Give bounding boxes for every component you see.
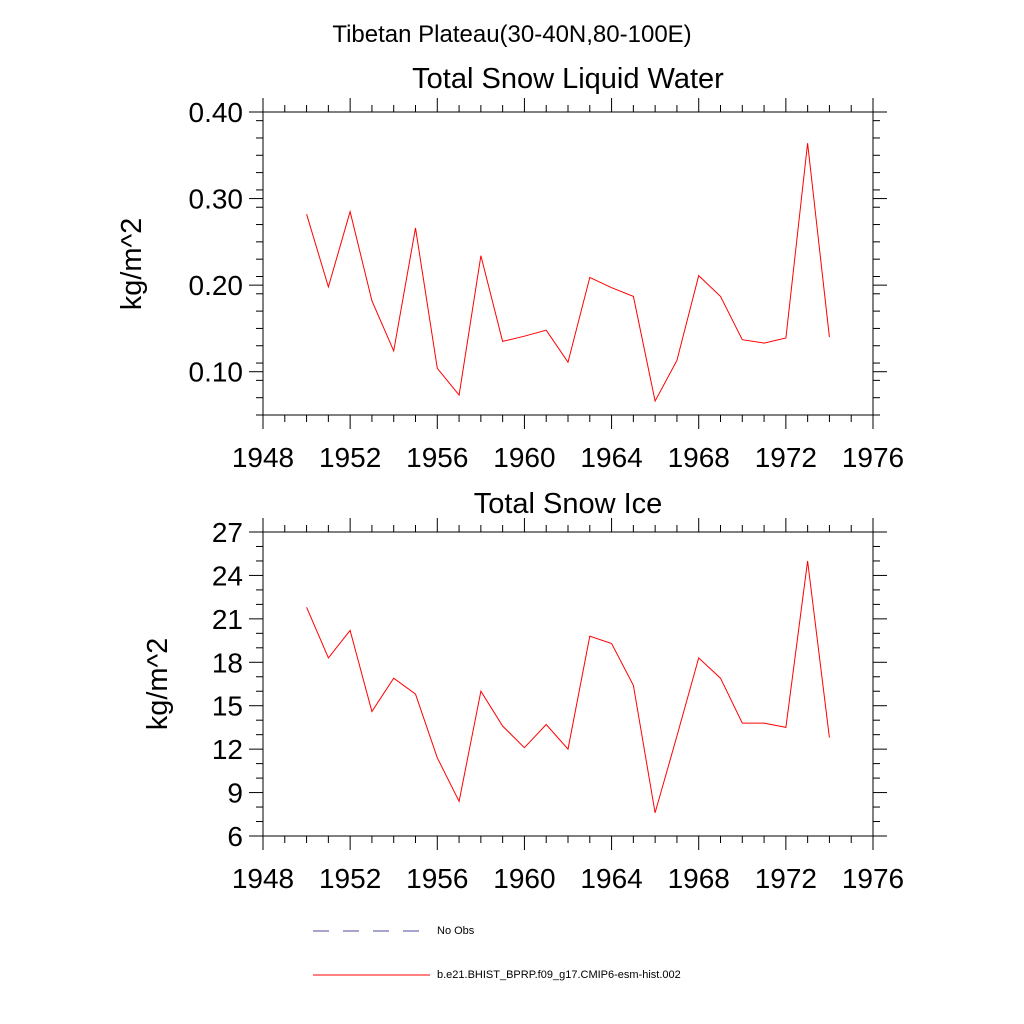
panel-title: Total Snow Liquid Water <box>412 63 724 95</box>
legend-label-model: b.e21.BHIST_BPRP.f09_g17.CMIP6-esm-hist.… <box>437 969 681 981</box>
y-tick-label: 21 <box>212 604 243 635</box>
x-tick-label: 1952 <box>319 442 381 473</box>
y-tick-label: 18 <box>212 647 243 678</box>
x-tick-label: 1960 <box>493 863 555 894</box>
y-tick-label: 15 <box>212 691 243 722</box>
x-tick-label: 1972 <box>755 863 817 894</box>
x-tick-label: 1956 <box>406 863 468 894</box>
y-tick-label: 6 <box>227 821 243 852</box>
y-tick-label: 0.30 <box>189 184 244 215</box>
data-series <box>306 560 830 813</box>
y-tick-label: 0.10 <box>189 357 244 388</box>
axis-ticks <box>249 98 887 429</box>
x-tick-label: 1964 <box>580 863 642 894</box>
plot-frame <box>262 111 874 416</box>
y-tick-label: 9 <box>227 778 243 809</box>
figure-suptitle: Tibetan Plateau(30-40N,80-100E) <box>332 21 691 48</box>
snow-ice-panel: Total Snow Ice kg/m^2 1948 1952 1956 1960 19… <box>142 488 904 894</box>
axis-tick-labels: 1948 1952 1956 1960 1964 1968 1972 1976 0.10 0.20… <box>189 97 905 473</box>
panel-title: Total Snow Ice <box>474 488 663 520</box>
y-tick-label: 0.20 <box>189 270 244 301</box>
plot-frame <box>262 531 874 837</box>
y-axis-label: kg/m^2 <box>116 218 148 311</box>
y-tick-label: 12 <box>212 734 243 765</box>
x-tick-label: 1948 <box>232 863 294 894</box>
legend: No Obs b.e21.BHIST_BPRP.f09_g17.CMIP6-es… <box>313 925 681 981</box>
x-tick-label: 1964 <box>580 442 642 473</box>
x-tick-label: 1976 <box>842 442 904 473</box>
x-tick-label: 1960 <box>493 442 555 473</box>
x-tick-label: 1948 <box>232 442 294 473</box>
y-tick-label: 0.40 <box>189 97 244 128</box>
y-tick-label: 27 <box>212 517 243 548</box>
x-tick-label: 1956 <box>406 442 468 473</box>
legend-label-no-obs: No Obs <box>437 925 475 937</box>
series-line <box>306 560 830 813</box>
x-tick-label: 1968 <box>668 442 730 473</box>
x-tick-label: 1972 <box>755 442 817 473</box>
series-line <box>306 143 830 403</box>
x-tick-label: 1968 <box>668 863 730 894</box>
axis-ticks <box>249 518 887 850</box>
axis-tick-labels: 1948 1952 1956 1960 1964 1968 1972 1976 6 9 12 15 18… <box>212 517 904 894</box>
x-tick-label: 1952 <box>319 863 381 894</box>
liquid-water-panel: Total Snow Liquid Water kg/m^2 1948 1952 1… <box>116 63 904 473</box>
data-series <box>306 143 830 403</box>
y-axis-label: kg/m^2 <box>142 638 174 731</box>
y-tick-label: 24 <box>212 560 243 591</box>
x-tick-label: 1976 <box>842 863 904 894</box>
